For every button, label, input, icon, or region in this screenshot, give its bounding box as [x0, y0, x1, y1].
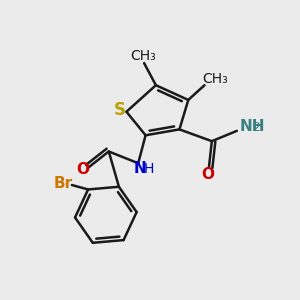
- Text: 2: 2: [252, 122, 260, 134]
- Text: CH₃: CH₃: [202, 72, 228, 86]
- Text: NH: NH: [239, 119, 265, 134]
- Text: H: H: [143, 161, 154, 176]
- Text: N: N: [133, 161, 146, 176]
- Text: Br: Br: [54, 176, 73, 191]
- Text: S: S: [114, 101, 126, 119]
- Text: O: O: [76, 162, 89, 177]
- Text: CH₃: CH₃: [130, 49, 155, 63]
- Text: O: O: [201, 167, 214, 182]
